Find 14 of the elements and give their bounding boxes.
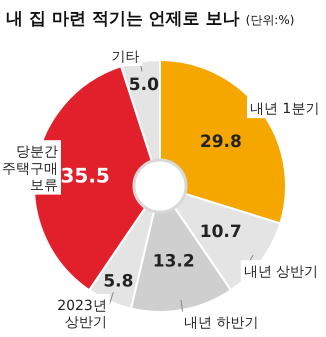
slice-label: 내년 하반기 xyxy=(184,315,258,332)
slice-label: 2023년 상반기 xyxy=(57,298,107,331)
data-label: 13.2 xyxy=(152,251,195,272)
slice-label: 당분간 주택구매 보류 xyxy=(2,144,58,194)
slice-label: 기타 xyxy=(111,49,140,66)
slice-label: 내년 상반기 xyxy=(244,264,318,280)
chart-subtitle: (단위:%) xyxy=(246,13,294,27)
data-label: 5.0 xyxy=(128,74,160,95)
chart-title: 내 집 마련 적기는 언제로 보나 xyxy=(6,9,240,29)
slice-label: 내년 1분기 xyxy=(250,101,320,118)
data-label: 35.5 xyxy=(60,163,110,188)
data-label: 5.8 xyxy=(103,272,134,292)
data-label: 29.8 xyxy=(200,132,242,152)
data-label: 10.7 xyxy=(200,222,242,242)
